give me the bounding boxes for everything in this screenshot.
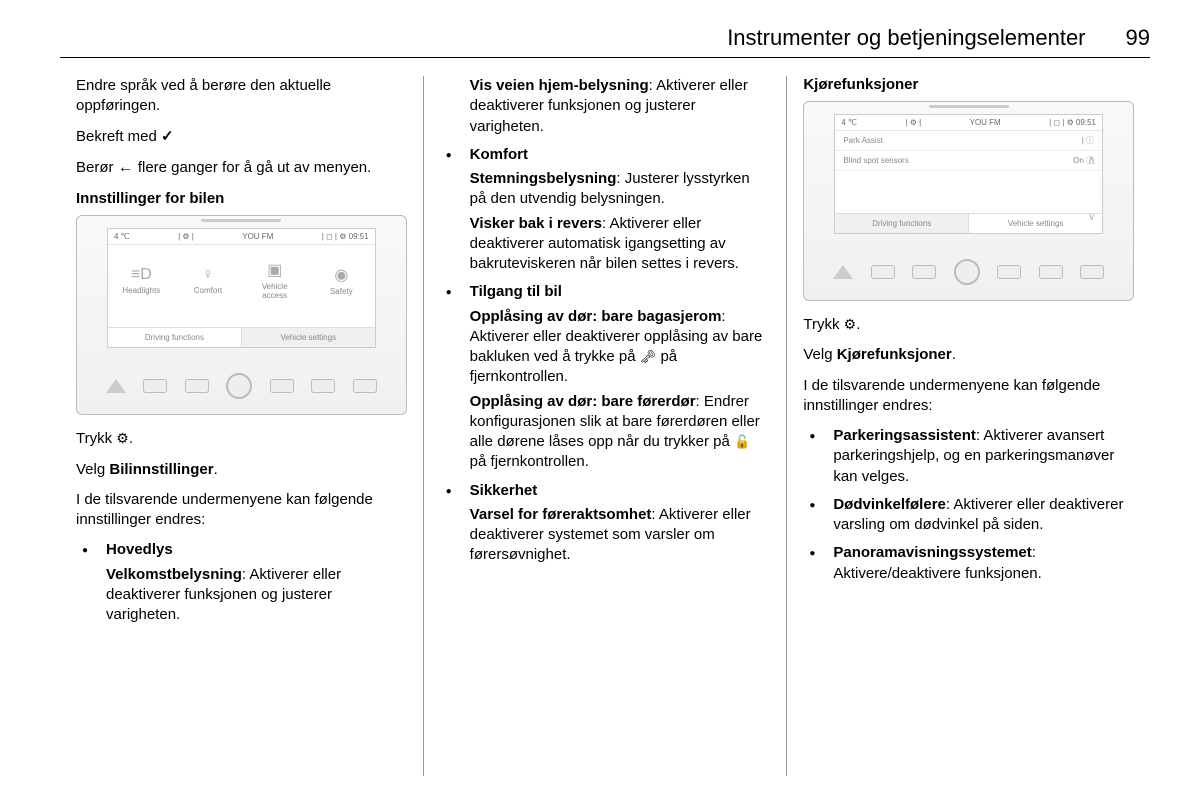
confirm-text: Bekreft med: [76, 127, 407, 147]
select-vehicle-settings: Velg Bilinnstillinger.: [76, 460, 407, 480]
content-columns: Endre språk ved å berøre den aktuelle op…: [60, 76, 1150, 776]
trunk-key-icon: [640, 348, 657, 365]
change-language-text: Endre språk ved å berøre den aktuelle op…: [76, 76, 407, 117]
submenu-intro: I de tilsvarende undermenyene kan følgen…: [76, 490, 407, 531]
column-2: Vis veien hjem-belysning: Aktiverer elle…: [423, 76, 787, 776]
exit-menu-text: Berør flere ganger for å gå ut av menyen…: [76, 157, 407, 179]
bullet-blind-spot: Dødvinkelfølere: Aktiverer eller deaktiv…: [803, 495, 1134, 536]
page-number: 99: [1126, 25, 1150, 51]
press-car-text: Trykk .: [76, 429, 407, 449]
vehicle-settings-heading: Innstillinger for bilen: [76, 190, 407, 207]
car-icon: [844, 316, 857, 333]
unlock-icon: [734, 433, 750, 450]
bullet-headlights: Hovedlys Velkomstbelysning: Aktiverer el…: [76, 540, 407, 625]
way-home-lighting: Vis veien hjem-belysning: Aktiverer elle…: [440, 76, 771, 137]
page-header: Instrumenter og betjeningselementer 99: [60, 25, 1150, 58]
column-1: Endre språk ved å berøre den aktuelle op…: [60, 76, 423, 776]
back-arrow-icon: [118, 159, 134, 176]
submenu-intro-2: I de tilsvarende undermenyene kan følgen…: [803, 376, 1134, 417]
bullet-panorama: Panoramavisningssystemet: Aktivere/deakt…: [803, 543, 1134, 584]
check-icon: [161, 128, 174, 145]
driving-functions-heading: Kjørefunksjoner: [803, 76, 1134, 93]
select-driving-functions: Velg Kjørefunksjoner.: [803, 345, 1134, 365]
bullet-safety: Sikkerhet Varsel for føreraktsomhet: Akt…: [440, 481, 771, 566]
column-3: Kjørefunksjoner 4 ℃ | ⚙ | YOU FM | ◻ | ⚙…: [786, 76, 1150, 776]
bullet-park-assist: Parkeringsassistent: Aktiverer avansert …: [803, 426, 1134, 487]
car-icon: [116, 430, 129, 447]
bullet-comfort: Komfort Stemningsbelysning: Justerer lys…: [440, 145, 771, 275]
infotainment-driving-illustration: 4 ℃ | ⚙ | YOU FM | ◻ | ⚙ 09:51 Park Assi…: [803, 101, 1134, 301]
infotainment-settings-illustration: 4 ℃ | ⚙ | YOU FM | ◻ | ⚙ 09:51 ≡DHeadlig…: [76, 215, 407, 415]
settings-icons: ≡DHeadlights ♀Comfort ▣Vehicle access ◉S…: [108, 245, 375, 315]
header-title: Instrumenter og betjeningselementer: [727, 25, 1085, 51]
bullet-vehicle-access: Tilgang til bil Opplåsing av dør: bare b…: [440, 282, 771, 472]
press-car-text-2: Trykk .: [803, 315, 1134, 335]
